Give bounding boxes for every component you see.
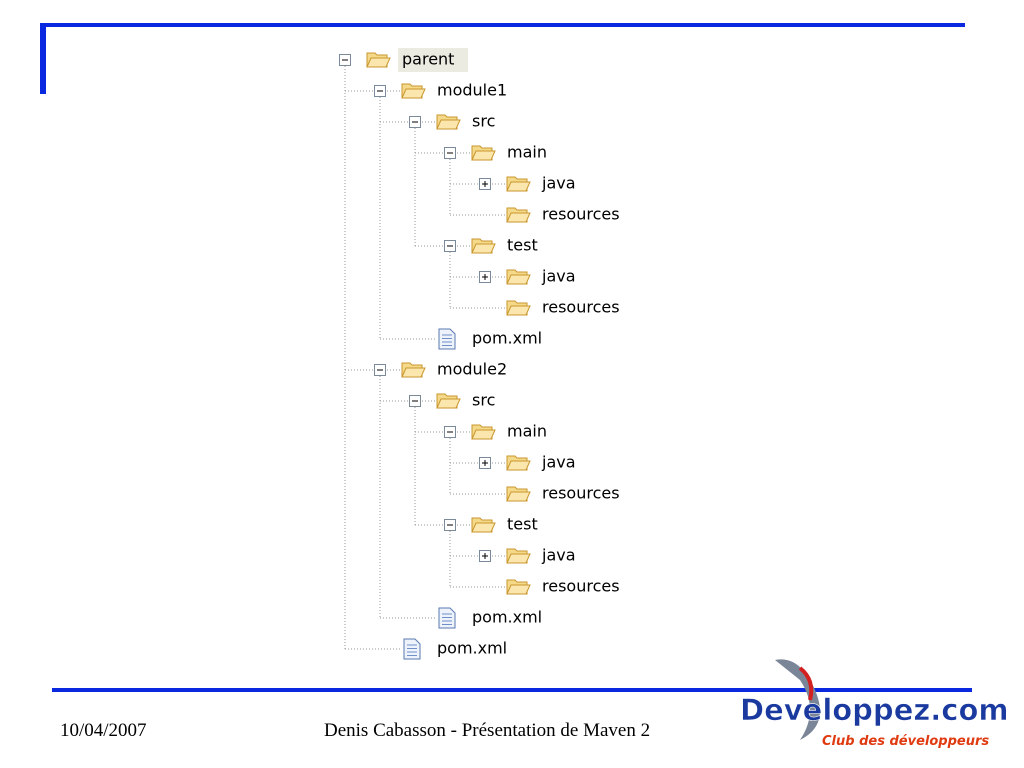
tree-label: src [472,391,495,410]
folder-icon-front [471,243,496,254]
footer-date: 10/04/2007 [60,720,147,741]
tree-label: module2 [437,360,507,379]
folder-icon-front [506,181,531,192]
left-bar [40,23,46,94]
folder-icon-front [506,584,531,595]
tree-label: java [541,546,576,565]
folder-icon-front [471,522,496,533]
folder-icon-front [506,274,531,285]
logo-swoosh-red [798,666,814,701]
tree-label: resources [542,205,620,224]
folder-icon-front [401,88,426,99]
tree-label: src [472,112,495,131]
tree-label: main [507,422,547,441]
folder-icon-front [436,119,461,130]
folder-icon-front [471,150,496,161]
folder-icon-front [506,491,531,502]
tree-label: java [541,174,576,193]
tree-label: resources [542,484,620,503]
tree-label: pom.xml [472,329,542,348]
top-bar [40,23,965,27]
footer-author: Denis Cabasson - Présentation de Maven 2 [324,720,651,741]
tree-label: resources [542,298,620,317]
bottom-bar [52,688,972,692]
tree-label: pom.xml [437,639,507,658]
logo: Developpez.com Club des développeurs [740,659,1009,749]
folder-icon-front [506,460,531,471]
selection-highlight [398,48,468,72]
folder-icon-front [506,212,531,223]
tree-label: resources [542,577,620,596]
folder-icon-front [401,367,426,378]
tree-label: test [507,236,538,255]
tree-label: module1 [437,81,507,100]
folder-icon-front [471,429,496,440]
tree-label: test [507,515,538,534]
logo-name: Developpez.com [740,693,1009,727]
logo-tagline: Club des développeurs [822,734,989,749]
tree-label: main [507,143,547,162]
folder-icon-front [506,553,531,564]
folder-icon-front [506,305,531,316]
tree-label: java [541,267,576,286]
folder-icon-front [366,57,391,68]
tree-label: parent [402,50,454,69]
folder-icon-front [436,398,461,409]
tree-label: java [541,453,576,472]
tree-label: pom.xml [472,608,542,627]
